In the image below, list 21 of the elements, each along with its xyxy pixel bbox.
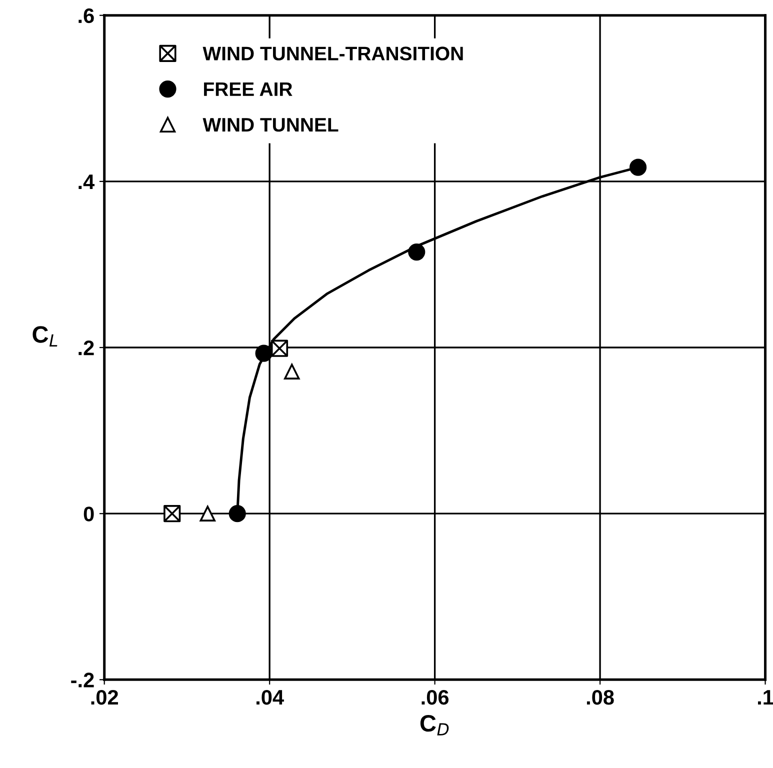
y-tick-label: .4 — [78, 174, 95, 189]
y-tick-label: .6 — [78, 8, 94, 24]
y-tick-label: -.2 — [71, 672, 94, 688]
x-tick-label: .1 — [758, 690, 773, 704]
x-tick-label: .04 — [256, 690, 284, 705]
legend-label: WIND TUNNEL-TRANSITION — [202, 46, 463, 60]
x-tick-label: .02 — [91, 690, 118, 705]
x-tick-label: .06 — [422, 690, 449, 705]
point — [200, 506, 216, 522]
point — [408, 243, 426, 261]
x-axis-title: C$_{D}$ — [420, 714, 449, 736]
point — [255, 344, 272, 362]
y-tick-label: 0 — [84, 506, 94, 522]
point — [228, 505, 246, 522]
legend-label: FREE AIR — [204, 82, 292, 96]
point — [284, 364, 300, 380]
x-tick-label: .08 — [586, 690, 614, 705]
legend-label: WIND TUNNEL — [202, 118, 338, 132]
y-tick-label: .2 — [78, 340, 94, 356]
point — [630, 158, 647, 176]
y-axis-title: C$_{L}$ — [32, 326, 58, 346]
